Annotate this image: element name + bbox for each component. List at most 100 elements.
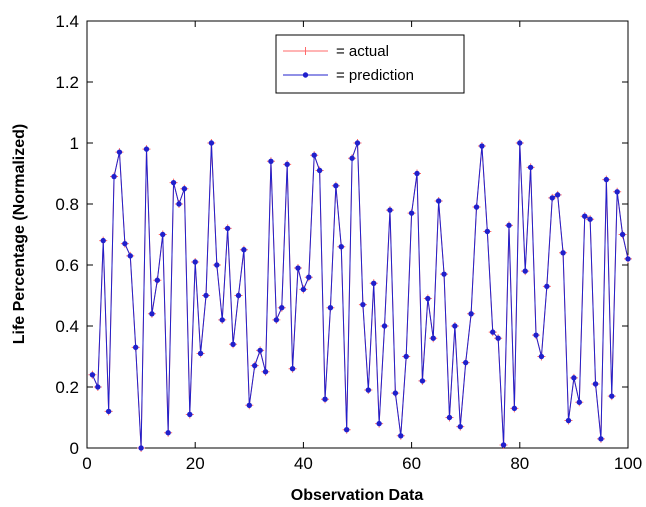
data-point-prediction	[576, 399, 583, 405]
data-point-prediction	[338, 244, 344, 250]
data-point-prediction	[181, 186, 188, 192]
data-point-prediction	[435, 198, 442, 204]
data-point-prediction	[316, 167, 323, 174]
data-point-prediction	[100, 237, 106, 244]
data-point-prediction	[95, 384, 101, 390]
x-tick-label: 80	[510, 454, 529, 473]
data-point-prediction	[306, 274, 312, 280]
y-tick-label: 0	[70, 439, 79, 458]
data-point-prediction	[127, 253, 133, 259]
data-point-prediction	[235, 292, 242, 299]
data-point-prediction	[614, 189, 620, 195]
data-point-prediction	[554, 192, 561, 198]
data-point-prediction	[609, 393, 615, 399]
data-point-prediction	[311, 152, 317, 158]
data-point-prediction	[511, 405, 518, 412]
data-point-prediction	[105, 408, 112, 415]
data-point-prediction	[619, 231, 626, 238]
data-point-prediction	[111, 173, 117, 180]
y-axis: 0 0.2 0.4 0.6 0.8 1 1.2 1.4	[55, 12, 628, 458]
data-point-prediction	[268, 158, 274, 165]
data-point-prediction	[446, 414, 453, 421]
x-tick-label: 60	[402, 454, 421, 473]
legend-marker-prediction	[302, 72, 309, 78]
data-point-prediction	[197, 350, 204, 357]
data-point-prediction	[89, 372, 96, 378]
data-point-prediction	[257, 347, 263, 354]
data-point-prediction	[398, 433, 404, 439]
data-point-prediction	[473, 204, 480, 210]
data-point-prediction	[360, 301, 366, 308]
series-line-prediction	[91, 142, 629, 449]
legend-marker-actual	[301, 47, 310, 55]
data-point-prediction	[365, 387, 372, 393]
x-axis-title: Observation Data	[291, 487, 424, 504]
data-point-prediction	[419, 378, 426, 384]
data-point-prediction	[587, 216, 593, 222]
data-point-prediction	[262, 369, 269, 375]
data-point-prediction	[441, 271, 447, 277]
data-point-prediction	[165, 430, 171, 436]
data-point-prediction	[333, 183, 339, 189]
data-point-prediction	[354, 140, 361, 146]
data-point-prediction	[527, 164, 534, 171]
data-point-prediction	[387, 207, 393, 213]
data-point-prediction	[143, 146, 150, 152]
data-point-prediction	[208, 140, 215, 146]
data-point-prediction	[479, 143, 485, 149]
data-point-prediction	[289, 366, 296, 372]
data-point-prediction	[457, 423, 463, 430]
data-point-prediction	[565, 417, 572, 424]
data-point-prediction	[392, 390, 399, 396]
data-point-prediction	[300, 286, 307, 293]
data-point-prediction	[430, 335, 436, 341]
data-point-prediction	[170, 179, 177, 186]
data-point-prediction	[203, 292, 209, 299]
data-point-prediction	[538, 353, 545, 360]
data-point-prediction	[425, 295, 431, 302]
series-layer	[88, 139, 632, 452]
data-point-prediction	[224, 225, 231, 232]
x-axis: 0 20 40 60 80 100	[82, 21, 642, 473]
data-point-prediction	[343, 427, 350, 433]
legend-marker-symbol-prediction	[302, 72, 309, 78]
data-point-prediction	[582, 213, 588, 219]
legend-box	[275, 34, 465, 94]
data-point-prediction	[230, 341, 236, 347]
data-point-prediction	[490, 329, 496, 335]
data-point-prediction	[160, 231, 166, 238]
data-point-prediction	[116, 149, 123, 155]
data-point-prediction	[403, 353, 409, 360]
data-point-prediction	[132, 344, 139, 351]
data-point-prediction	[625, 256, 631, 262]
data-point-prediction	[408, 210, 415, 216]
data-point-prediction	[522, 268, 528, 274]
data-point-prediction	[598, 436, 604, 442]
legend-label-prediction: = prediction	[336, 67, 414, 84]
data-point-prediction	[138, 445, 144, 451]
data-point-prediction	[517, 140, 523, 146]
x-tick-label: 40	[294, 454, 313, 473]
data-point-prediction	[500, 442, 507, 448]
data-point-prediction	[603, 176, 610, 183]
data-point-prediction	[187, 411, 193, 418]
y-tick-label: 1	[70, 134, 79, 153]
data-point-prediction	[214, 262, 220, 268]
data-point-prediction	[273, 317, 280, 323]
y-tick-label: 0.4	[55, 317, 79, 336]
data-point-prediction	[295, 265, 301, 271]
data-point-prediction	[376, 420, 382, 427]
legend-label-actual: = actual	[336, 43, 389, 60]
data-point-prediction	[544, 283, 550, 290]
y-tick-label: 0.6	[55, 256, 79, 275]
data-point-prediction	[349, 155, 355, 161]
data-point-prediction	[463, 359, 469, 366]
legend: = actual = prediction	[275, 34, 465, 94]
data-point-prediction	[122, 240, 128, 247]
data-point-prediction	[219, 317, 225, 323]
y-axis-title: Life Percentage (Normalized)	[11, 124, 28, 345]
data-point-prediction	[279, 305, 285, 311]
x-tick-label: 0	[82, 454, 91, 473]
series-prediction	[89, 140, 631, 451]
